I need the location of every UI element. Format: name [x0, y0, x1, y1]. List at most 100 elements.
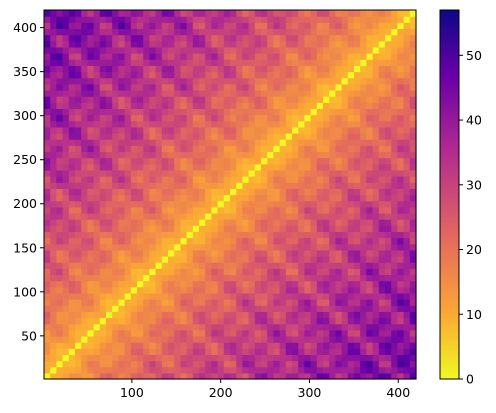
heatmap-cell — [199, 348, 206, 355]
heatmap-cell — [372, 243, 380, 251]
heatmap-cell — [186, 200, 194, 208]
heatmap-cell — [230, 16, 237, 23]
heatmap-cell — [403, 311, 411, 319]
heatmap-cell — [378, 77, 386, 85]
heatmap-cell — [50, 317, 57, 325]
heatmap-cell — [199, 83, 206, 91]
heatmap-cell — [329, 348, 336, 355]
heatmap-cell — [155, 372, 163, 380]
heatmap-cell — [267, 299, 274, 306]
heatmap-cell — [347, 237, 355, 245]
heatmap-cell — [217, 46, 225, 54]
heatmap-cell — [99, 34, 107, 42]
heatmap-cell — [354, 200, 361, 208]
heatmap-cell — [360, 305, 367, 312]
heatmap-cell — [310, 317, 318, 325]
heatmap-cell — [168, 219, 175, 226]
heatmap-cell — [174, 120, 181, 128]
heatmap-cell — [397, 206, 405, 214]
heatmap-cell — [217, 16, 225, 23]
heatmap-cell — [99, 77, 107, 85]
heatmap-cell — [87, 243, 95, 251]
heatmap-cell — [199, 176, 206, 183]
heatmap-cell — [292, 188, 299, 196]
heatmap-cell — [254, 280, 262, 288]
heatmap-cell — [230, 133, 237, 140]
heatmap-cell — [304, 372, 312, 380]
heatmap-cell — [56, 231, 64, 239]
heatmap-cell — [137, 28, 144, 36]
heatmap-cell — [124, 176, 132, 183]
heatmap-cell — [329, 28, 336, 36]
heatmap-cell — [316, 249, 324, 257]
heatmap-cell — [161, 329, 169, 337]
heatmap-cell — [316, 96, 324, 103]
heatmap-cell — [329, 133, 336, 140]
heatmap-cell — [149, 292, 157, 300]
heatmap-cell — [68, 231, 76, 239]
heatmap-cell — [409, 249, 417, 257]
heatmap-cell — [304, 46, 312, 54]
heatmap-cell — [143, 311, 150, 319]
heatmap-cell — [354, 243, 361, 251]
heatmap-cell — [397, 188, 405, 196]
heatmap-cell — [180, 108, 188, 116]
heatmap-cell — [354, 182, 361, 189]
heatmap-cell — [354, 151, 361, 159]
heatmap-cell — [366, 77, 374, 85]
heatmap-cell — [230, 292, 237, 300]
heatmap-cell — [366, 335, 374, 343]
heatmap-cell — [124, 323, 132, 331]
heatmap-cell — [168, 372, 175, 380]
heatmap-cell — [273, 126, 281, 134]
heatmap-cell — [186, 169, 194, 177]
heatmap-cell — [155, 34, 163, 42]
heatmap-cell — [316, 286, 324, 294]
heatmap-cell — [261, 46, 268, 54]
heatmap-cell — [261, 243, 268, 251]
heatmap-cell — [261, 268, 268, 276]
heatmap-cell — [50, 200, 57, 208]
heatmap-cell — [199, 212, 206, 220]
heatmap-cell — [211, 71, 219, 79]
heatmap-cell — [385, 163, 392, 171]
heatmap-cell — [341, 83, 349, 91]
heatmap-cell — [378, 262, 386, 269]
heatmap-cell — [397, 268, 405, 276]
heatmap-cell — [285, 133, 293, 140]
heatmap-cell — [199, 299, 206, 306]
heatmap-cell — [87, 280, 95, 288]
heatmap-cell — [298, 354, 305, 362]
heatmap-cell — [217, 89, 225, 97]
heatmap-cell — [44, 102, 51, 109]
heatmap-cell — [149, 65, 157, 73]
heatmap-cell — [335, 16, 343, 23]
heatmap-cell — [254, 126, 262, 134]
heatmap-cell — [316, 329, 324, 337]
heatmap-cell — [347, 89, 355, 97]
heatmap-cell — [273, 163, 281, 171]
heatmap-cell — [205, 366, 212, 374]
heatmap-cell — [292, 262, 299, 269]
heatmap-cell — [397, 65, 405, 73]
heatmap-cell — [137, 46, 144, 54]
heatmap-cell — [366, 46, 374, 54]
heatmap-cell — [180, 317, 188, 325]
heatmap-cell — [329, 77, 336, 85]
heatmap-cell — [366, 262, 374, 269]
heatmap-cell — [124, 151, 132, 159]
heatmap-cell — [75, 268, 82, 276]
heatmap-cell — [217, 292, 225, 300]
heatmap-cell — [285, 151, 293, 159]
heatmap-cell — [106, 83, 113, 91]
heatmap-cell — [409, 317, 417, 325]
heatmap-cell — [137, 89, 144, 97]
heatmap-cell — [385, 133, 392, 140]
heatmap-cell — [186, 268, 194, 276]
heatmap-cell — [279, 40, 287, 48]
heatmap-cell — [186, 114, 194, 122]
heatmap-cell — [242, 372, 250, 380]
heatmap-cell — [329, 305, 336, 312]
heatmap-cell — [199, 10, 206, 17]
heatmap-cell — [137, 145, 144, 153]
